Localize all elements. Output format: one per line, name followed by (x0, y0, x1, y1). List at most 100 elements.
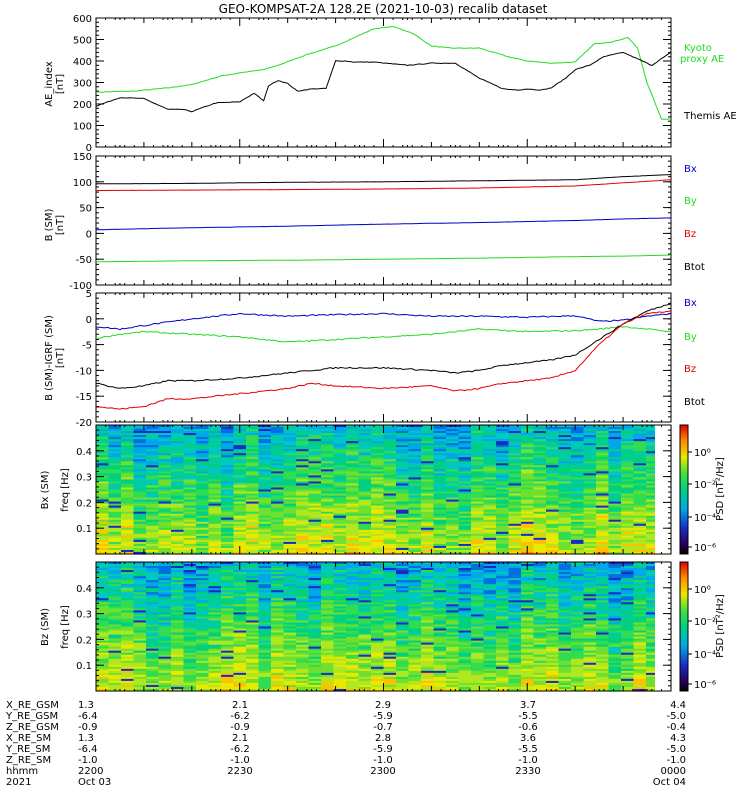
bz-spectrogram-cell (158, 642, 172, 646)
bx-spectrogram-cell (258, 487, 272, 491)
bx-spectrogram-cell (358, 551, 372, 555)
bx-spectrogram-cell (458, 519, 472, 523)
bx-spectrogram-cell (483, 439, 497, 442)
bx-spectrogram-cell (458, 467, 472, 470)
b-legend-bz: Bz (684, 229, 696, 240)
bz-spectrogram-cell (108, 672, 122, 676)
bx-spectrogram-cell (321, 475, 335, 479)
bx-spectrogram-cell (321, 551, 335, 555)
bz-spectrogram-cell (233, 678, 247, 682)
bx-spectrogram-cell (133, 491, 147, 495)
bx-spectrogram-cell (433, 457, 447, 460)
bz-spectrogram-cell (133, 680, 147, 684)
bx-spectrogram-cell (458, 501, 472, 505)
bz-spectrogram-cell (246, 670, 260, 674)
bx-spectrogram-cell (221, 539, 235, 543)
bx-spectrogram-cell (133, 521, 147, 525)
bx-spectrogram-cell (121, 511, 135, 515)
bx-spectrogram-cell (358, 429, 372, 432)
bx-spectrogram-cell (171, 517, 185, 521)
bx-spectrogram-cell (433, 513, 447, 517)
bx-spectrogram-cell (608, 545, 622, 549)
bx-spectrogram-cell (171, 457, 185, 460)
bx-spectrogram-cell (483, 443, 497, 446)
bx-spectrogram-cell (271, 445, 285, 448)
bx-spectrogram-cell (571, 467, 585, 470)
bx-spectrogram-cell (296, 461, 310, 464)
ae-ytick-label: 400 (73, 57, 92, 68)
bx-colorbar-tick-label: 10⁻⁶ (694, 543, 716, 554)
bx-spectrogram-cell (96, 425, 110, 428)
bz-spectrogram-cell (158, 622, 172, 626)
bx-spectrogram-cell (121, 541, 135, 545)
bx-spectrogram-cell (521, 475, 535, 479)
bx-spectrogram-cell (221, 517, 235, 521)
bx-spectrogram-cell (346, 477, 360, 481)
bx-spectrogram-cell (258, 467, 272, 470)
bz-spectrogram-cell (146, 680, 160, 684)
bx-spectrogram-cell (646, 469, 660, 472)
bx-spectrogram-cell (458, 551, 472, 555)
bz-spectrogram-cell (233, 578, 247, 581)
bx-spectrogram-cell (333, 493, 347, 497)
bz-spectrogram-cell (283, 680, 297, 684)
bx-spectrogram-cell (196, 511, 210, 515)
bz-spectrogram-cell (221, 658, 235, 662)
b-ytick-label: -50 (76, 255, 92, 266)
bx-spectrogram-cell (471, 491, 485, 495)
bx-spectrogram-cell (208, 449, 222, 452)
bx-spectrogram-cell (433, 537, 447, 541)
bx-spectrogram-cell (321, 447, 335, 450)
bx-spectrogram-cell (608, 491, 622, 495)
bx-spectrogram-cell (421, 487, 435, 491)
bx-spectrogram-cell (508, 471, 522, 474)
bx-spectrogram-cell (158, 543, 172, 547)
bx-spectrogram-cell (371, 527, 385, 531)
bx-spectrogram-cell (321, 467, 335, 470)
bx-spectrogram-cell (283, 453, 297, 456)
bx-spectrogram-cell (96, 465, 110, 468)
bz-spectrogram-cell (196, 634, 210, 638)
bx-spectrogram-cell (621, 503, 635, 507)
bx-spectrogram-cell (208, 481, 222, 485)
bx-spectrogram-cell (483, 487, 497, 491)
bx-spectrogram-cell (183, 431, 197, 434)
bx-spectrogram-cell (508, 497, 522, 501)
bx-spectrogram-cell (346, 521, 360, 525)
bx-spectrogram-cell (533, 465, 547, 468)
bz-spectrogram-cell (258, 650, 272, 654)
bz-spectrogram-cell (108, 594, 122, 597)
bx-spectrogram-cell (583, 527, 597, 531)
bx-spectrogram-cell (246, 435, 260, 438)
bz-spectrogram-cell (96, 644, 110, 648)
bx-spectrogram-cell (196, 537, 210, 541)
bx-spectrogram-cell (496, 539, 510, 543)
bz-spectrogram-cell (246, 684, 260, 688)
bx-spectrogram-cell (383, 433, 397, 436)
bx-spectrogram-cell (158, 429, 172, 432)
bz-spectrogram-cell (121, 648, 135, 652)
bx-spectrogram-cell (146, 507, 160, 511)
bx-spectrogram-cell (546, 485, 560, 489)
bx-spectrogram-cell (246, 451, 260, 454)
bx-spectrogram-cell (271, 473, 285, 476)
bx-spectrogram-cell (183, 485, 197, 489)
bx-spectrogram-cell (133, 535, 147, 539)
bz-spectrogram-cell (183, 622, 197, 626)
bx-spectrogram-cell (146, 513, 160, 517)
bx-spectrogram-cell (383, 443, 397, 446)
bx-spectrogram-cell (408, 453, 422, 456)
bx-spectrogram-cell (158, 427, 172, 430)
bx-spectrogram-cell (171, 439, 185, 442)
ae-ytick-label: 300 (73, 79, 92, 90)
bx-spectrogram-cell (333, 473, 347, 476)
bx-spectrogram-cell (471, 471, 485, 474)
bx-spectrogram-cell (533, 463, 547, 466)
bx-spectrogram-cell (271, 449, 285, 452)
bx-spectrogram-cell (358, 517, 372, 521)
bx-spectrogram-cell (283, 439, 297, 442)
ae-yunit-text: [nT] (55, 74, 66, 94)
bx-spectrogram-cell (283, 527, 297, 531)
bx-spectrogram-cell (521, 455, 535, 458)
bx-spectrogram-cell (521, 503, 535, 507)
